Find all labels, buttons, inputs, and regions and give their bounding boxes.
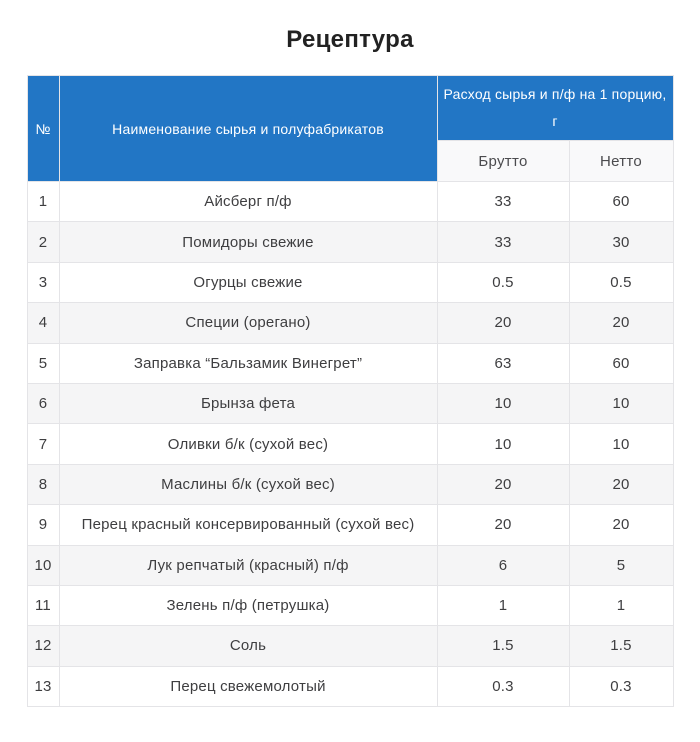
header-row-main: № Наименование сырья и полуфабрикатов Ра…: [26, 75, 674, 182]
cell-netto: 30: [568, 221, 674, 263]
table-row: 9 Перец красный консервированный (сухой в…: [26, 504, 674, 546]
cell-netto: 1: [568, 584, 674, 627]
table-row: 5 Заправка “Бальзамик Винегрет” 63 60: [26, 342, 674, 384]
cell-number: 8: [26, 463, 60, 506]
cell-number: 13: [26, 665, 60, 708]
column-header-brutto: Брутто: [436, 140, 570, 182]
cell-netto: 60: [568, 180, 674, 223]
cell-netto: 20: [568, 302, 674, 344]
table-row: 11 Зелень п/ф (петрушка) 1 1: [26, 584, 674, 627]
table-row: 7 Оливки б/к (сухой вес) 10 10: [26, 423, 674, 465]
cell-brutto: 33: [436, 221, 570, 263]
cell-number: 1: [26, 180, 60, 223]
cell-number: 4: [26, 302, 60, 344]
cell-number: 10: [26, 544, 60, 586]
cell-name: Перец красный консервированный (сухой ве…: [58, 504, 438, 546]
cell-number: 6: [26, 382, 60, 425]
recipe-table-body: 1 Айсберг п/ф 33 60 2 Помидоры свежие 33 30 3 Огу…: [26, 180, 674, 708]
cell-number: 5: [26, 342, 60, 384]
table-row: 3 Огурцы свежие 0.5 0.5: [26, 261, 674, 304]
table-row: 13 Перец свежемолотый 0.3 0.3: [26, 665, 674, 708]
cell-brutto: 0.5: [436, 261, 570, 304]
recipe-table-head: № Наименование сырья и полуфабрикатов Ра…: [26, 75, 674, 182]
cell-brutto: 33: [436, 180, 570, 223]
column-header-name: Наименование сырья и полуфабрикатов: [58, 75, 438, 182]
cell-name: Заправка “Бальзамик Винегрет”: [58, 342, 438, 384]
cell-name: Соль: [58, 625, 438, 667]
page-title: Рецептура: [286, 26, 414, 53]
header-row-sub: Брутто Нетто: [27, 140, 674, 182]
cell-netto: 0.3: [568, 665, 674, 708]
cell-name: Брынза фета: [58, 382, 438, 425]
cell-number: 11: [26, 584, 60, 627]
table-row: 8 Маслины б/к (сухой вес) 20 20: [26, 463, 674, 506]
cell-netto: 10: [568, 382, 674, 425]
column-header-consumption: Расход сырья и п/ф на 1 порцию, г: [436, 75, 674, 141]
recipe-table: № Наименование сырья и полуфабрикатов Ра…: [26, 75, 674, 708]
cell-brutto: 0.3: [436, 665, 570, 708]
table-row: 6 Брынза фета 10 10: [26, 382, 674, 425]
cell-netto: 1.5: [568, 625, 674, 667]
cell-name: Перец свежемолотый: [58, 665, 438, 708]
table-row: 2 Помидоры свежие 33 30: [26, 221, 674, 263]
cell-brutto: 10: [436, 382, 570, 425]
table-row: 10 Лук репчатый (красный) п/ф 6 5: [26, 544, 674, 586]
cell-brutto: 1: [436, 584, 570, 627]
cell-netto: 10: [568, 423, 674, 465]
cell-netto: 60: [568, 342, 674, 384]
cell-netto: 5: [568, 544, 674, 586]
table-row: 12 Соль 1.5 1.5: [26, 625, 674, 667]
cell-number: 7: [26, 423, 60, 465]
cell-name: Зелень п/ф (петрушка): [58, 584, 438, 627]
cell-netto: 20: [568, 504, 674, 546]
table-row: 4 Специи (орегано) 20 20: [26, 302, 674, 344]
cell-number: 2: [26, 221, 60, 263]
cell-name: Огурцы свежие: [58, 261, 438, 304]
cell-brutto: 6: [436, 544, 570, 586]
cell-number: 9: [26, 504, 60, 546]
cell-name: Помидоры свежие: [58, 221, 438, 263]
cell-brutto: 20: [436, 463, 570, 506]
column-header-number: №: [26, 75, 60, 182]
cell-netto: 20: [568, 463, 674, 506]
cell-brutto: 63: [436, 342, 570, 384]
cell-brutto: 10: [436, 423, 570, 465]
cell-name: Оливки б/к (сухой вес): [58, 423, 438, 465]
cell-name: Специи (орегано): [58, 302, 438, 344]
cell-brutto: 20: [436, 302, 570, 344]
cell-name: Маслины б/к (сухой вес): [58, 463, 438, 506]
cell-number: 12: [26, 625, 60, 667]
cell-brutto: 20: [436, 504, 570, 546]
cell-name: Айсберг п/ф: [58, 180, 438, 223]
table-row: 1 Айсберг п/ф 33 60: [26, 180, 674, 223]
cell-number: 3: [26, 261, 60, 304]
cell-name: Лук репчатый (красный) п/ф: [58, 544, 438, 586]
column-header-netto: Нетто: [568, 140, 674, 182]
cell-netto: 0.5: [568, 261, 674, 304]
cell-brutto: 1.5: [436, 625, 570, 667]
